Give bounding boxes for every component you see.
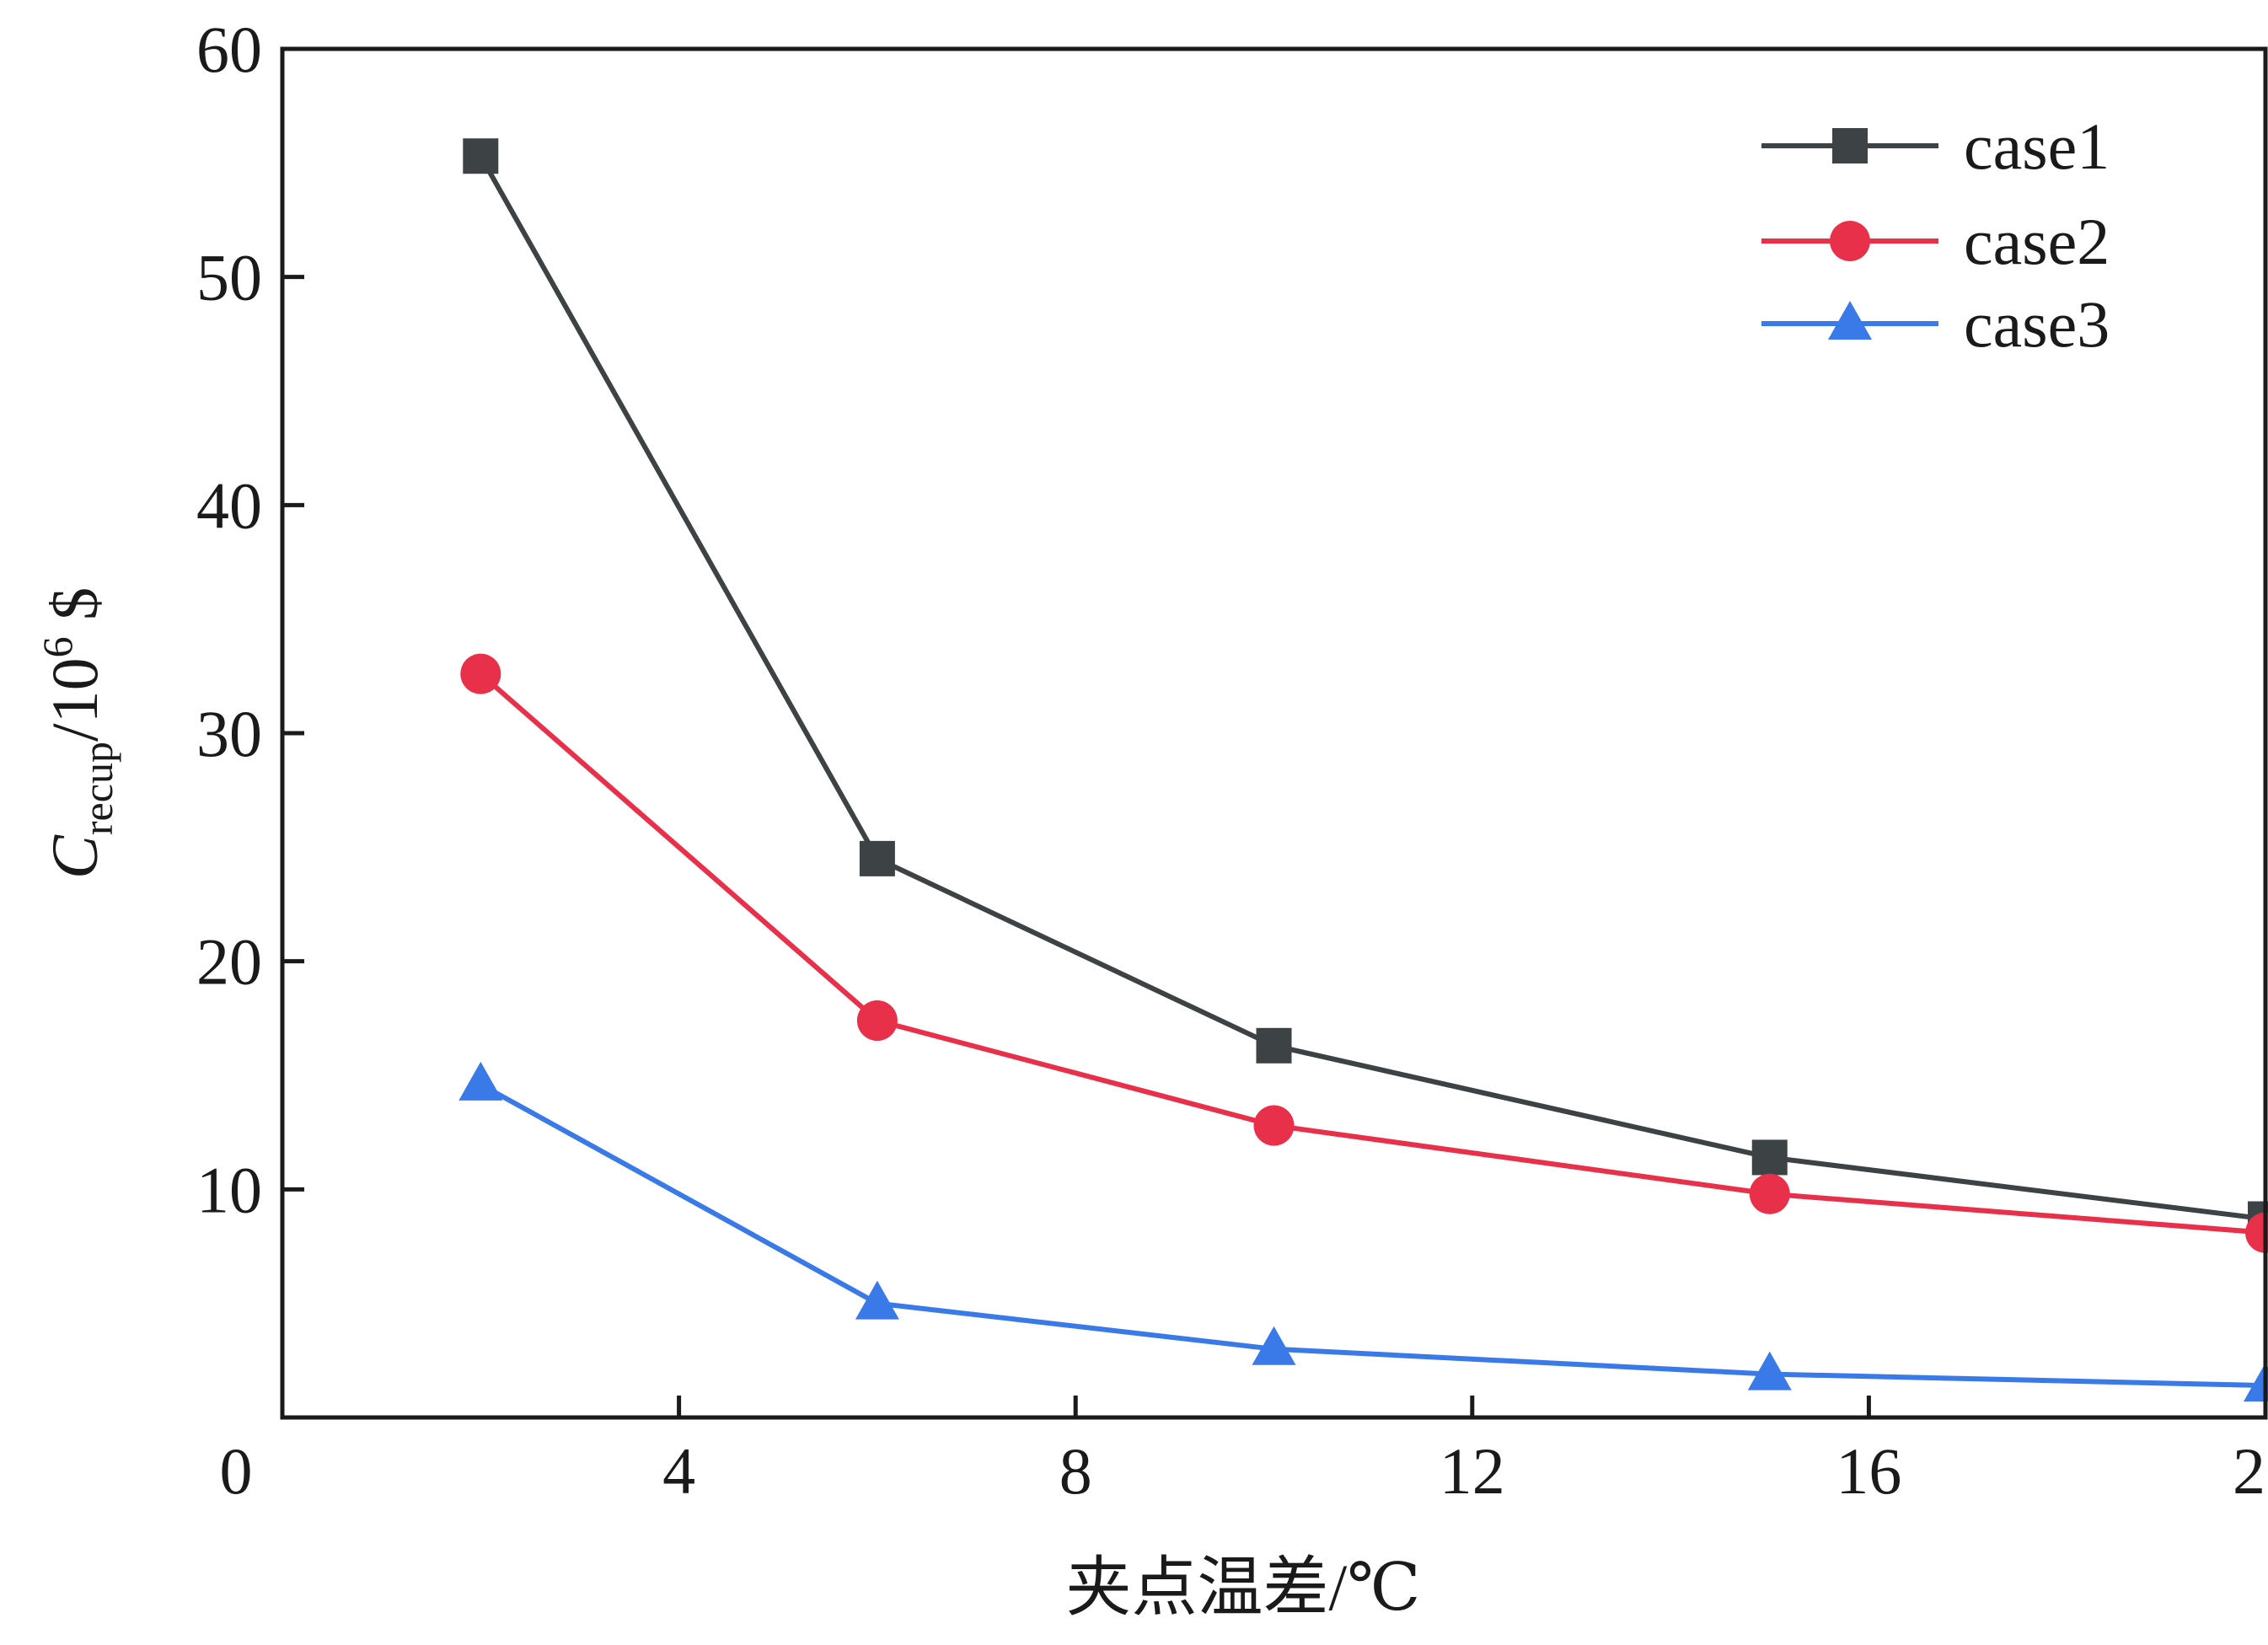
- y-axis-title-suffix: $: [38, 587, 111, 637]
- y-axis-title-superscript: 6: [34, 636, 81, 657]
- y-tick-label: 40: [196, 469, 262, 542]
- y-axis-title: Crecup/106 $: [34, 587, 121, 879]
- x-axis-title: 夹点温差/℃: [1066, 1551, 1421, 1624]
- data-point: [2245, 1212, 2268, 1253]
- y-tick-label: 10: [196, 1153, 262, 1226]
- data-point: [1256, 1027, 1292, 1064]
- x-tick-label: 8: [1059, 1434, 1092, 1508]
- legend-item-case3: case3: [1761, 287, 2110, 361]
- legend-label: case2: [1964, 205, 2110, 278]
- series-line: [479, 1082, 2266, 1389]
- x-tick-label: 4: [662, 1434, 695, 1508]
- series-case3: [458, 1061, 2268, 1402]
- y-axis-title-main: C: [38, 834, 111, 879]
- x-tick-label: 0: [220, 1434, 253, 1508]
- y-tick-label: 60: [196, 13, 262, 86]
- legend-label: case1: [1964, 110, 2110, 183]
- x-tick-label: 16: [1836, 1434, 1901, 1508]
- data-point: [2244, 1363, 2268, 1402]
- data-point: [460, 653, 501, 694]
- series-line: [479, 672, 2266, 1235]
- axes: 0 4 8 12 16 20 10 20 30 40 50 60: [196, 13, 2268, 1508]
- series-case2: [460, 653, 2268, 1253]
- y-tick-label: 30: [196, 697, 262, 770]
- x-tick-label: 20: [2233, 1434, 2268, 1508]
- legend-item-case2: case2: [1761, 205, 2110, 278]
- data-point: [856, 1000, 898, 1042]
- legend-label: case3: [1964, 287, 2110, 361]
- data-point: [458, 1061, 503, 1101]
- y-axis-title-prefix: /10: [38, 657, 111, 742]
- plot-area: [458, 138, 2268, 1402]
- legend-marker: [1830, 221, 1870, 261]
- data-point: [463, 138, 499, 174]
- data-point: [1747, 1351, 1792, 1390]
- data-point: [1253, 1105, 1295, 1146]
- legend-item-case1: case1: [1761, 110, 2110, 183]
- data-point: [1751, 1139, 1788, 1176]
- data-point: [859, 840, 895, 876]
- legend-marker: [1832, 128, 1868, 163]
- y-tick-label: 20: [196, 925, 262, 999]
- x-tick-label: 12: [1440, 1434, 1505, 1508]
- data-point: [1252, 1326, 1296, 1365]
- data-point: [1749, 1173, 1790, 1214]
- legend: case1 case2 case3: [1761, 110, 2110, 361]
- y-axis-title-subscript: recup: [74, 742, 121, 835]
- y-tick-label: 50: [196, 241, 262, 314]
- data-point: [855, 1280, 899, 1320]
- legend-marker: [1828, 301, 1872, 340]
